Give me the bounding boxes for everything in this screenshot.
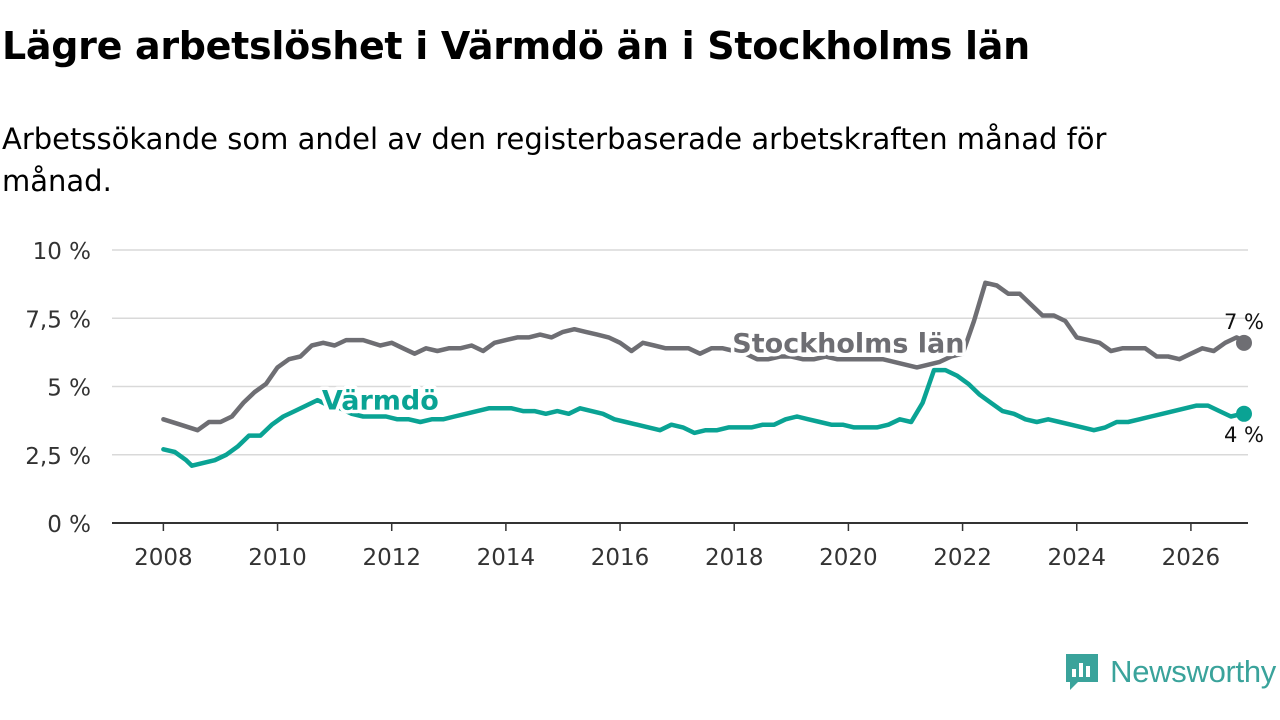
x-tick-label: 2018	[705, 545, 764, 571]
series-labels: 7 % 4 % Stockholms län Värmdö	[318, 310, 1264, 447]
series-name-label: Värmdö	[322, 386, 439, 417]
series-end-marker	[1236, 334, 1252, 351]
x-tick-label: 2012	[362, 545, 421, 571]
series-line-stockholms-lan	[161, 280, 1251, 433]
series-end-label: 4 %	[1224, 423, 1264, 447]
series-end-marker	[1236, 405, 1252, 422]
brand-name: Newsworthy	[1110, 654, 1276, 689]
chart-subtitle: Arbetssökande som andel av den registerb…	[2, 122, 1107, 198]
x-tick-label: 2020	[819, 545, 878, 571]
x-tick-label: 2008	[134, 545, 193, 571]
y-tick-label: 7,5 %	[25, 307, 91, 333]
x-tick-label: 2022	[933, 545, 992, 571]
y-tick-label: 0 %	[47, 512, 91, 538]
x-tick-label: 2026	[1162, 545, 1221, 571]
x-axis: 2008 2010 2012 2014 2016 2018 2020 2022 2024 2026	[112, 522, 1248, 571]
series-name-label: Stockholms län	[732, 328, 964, 359]
x-tick-label: 2010	[248, 545, 307, 571]
x-tick-label: 2016	[591, 545, 650, 571]
newsworthy-brand: Newsworthy	[1064, 652, 1276, 692]
x-tick-label: 2024	[1047, 545, 1106, 571]
series-lines	[161, 280, 1251, 468]
y-tick-label: 10 %	[33, 239, 91, 265]
y-tick-label: 2,5 %	[25, 444, 91, 470]
series-end-label: 7 %	[1224, 310, 1264, 334]
y-axis-tick-labels: 0 % 2,5 % 5 % 7,5 % 10 %	[25, 239, 91, 538]
y-tick-label: 5 %	[47, 376, 91, 402]
x-tick-label: 2014	[477, 545, 536, 571]
series-line-varmdo	[161, 367, 1251, 468]
newsworthy-logo-icon	[1066, 654, 1099, 690]
chart-title: Lägre arbetslöshet i Värmdö än i Stockho…	[2, 24, 1030, 68]
